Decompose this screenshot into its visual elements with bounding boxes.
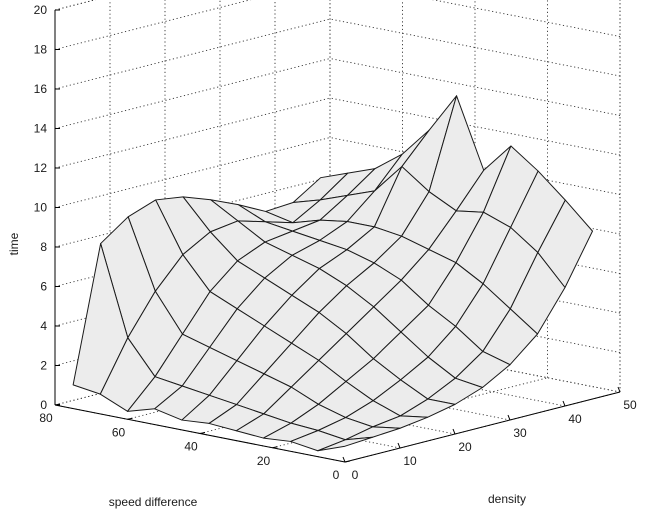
y-axis-title: speed difference	[109, 495, 198, 509]
x-tick-label: 20	[458, 440, 472, 454]
x-tick-mark	[507, 414, 511, 421]
x-tick-label: 0	[352, 468, 359, 482]
y-tick-label: 0	[333, 468, 340, 482]
z-tick-label: 8	[40, 240, 47, 254]
back-wall-gridline	[54, 0, 252, 50]
back-wall-gridline	[54, 0, 97, 11]
x-tick-label: 50	[623, 398, 637, 412]
x-axis-title: density	[488, 492, 526, 506]
x-tick-mark	[562, 400, 566, 407]
x-tick-label: 40	[568, 412, 582, 426]
back-wall-gridline	[54, 137, 331, 208]
y-tick-mark	[54, 403, 61, 406]
tick-labels: 0 2 4 6 8 10 12 14 16 18 20 0 10 20 30 40 50 0 20 40 60 80	[34, 3, 637, 482]
y-tick-label: 60	[112, 425, 126, 439]
box-edge	[54, 0, 97, 11]
y-tick-label: 40	[184, 440, 198, 454]
x-tick-label: 10	[403, 454, 417, 468]
back-wall-gridline	[54, 18, 331, 90]
z-tick-label: 14	[34, 122, 48, 136]
z-tick-label: 16	[34, 82, 48, 96]
x-tick-mark	[397, 442, 401, 449]
back-wall-gridline	[54, 97, 331, 169]
x-tick-mark	[452, 428, 456, 435]
z-axis-title: time	[7, 232, 21, 255]
z-tick-label: 6	[40, 280, 47, 294]
x-tick-mark	[617, 386, 621, 393]
back-wall-gridline	[54, 176, 331, 248]
z-tick-label: 4	[40, 319, 47, 333]
y-tick-mark	[272, 446, 278, 449]
z-tick-label: 10	[34, 201, 48, 215]
z-tick-label: 20	[34, 3, 48, 17]
y-tick-mark	[127, 417, 133, 420]
x-axis-line	[344, 391, 621, 463]
back-wall-gridline	[54, 58, 331, 129]
z-tick-label: 0	[40, 398, 47, 412]
floor-gridline	[272, 377, 548, 449]
y-tick-mark	[199, 432, 206, 434]
y-tick-mark	[344, 460, 351, 463]
z-tick-label: 12	[34, 161, 48, 175]
y-tick-label: 80	[39, 411, 53, 425]
z-tick-label: 2	[40, 359, 47, 373]
surface-mesh	[72, 95, 593, 452]
surface-patch	[317, 436, 373, 452]
y-tick-label: 20	[257, 454, 271, 468]
x-tick-label: 30	[513, 426, 527, 440]
x-tick-mark	[342, 456, 346, 463]
z-tick-label: 18	[34, 43, 48, 57]
